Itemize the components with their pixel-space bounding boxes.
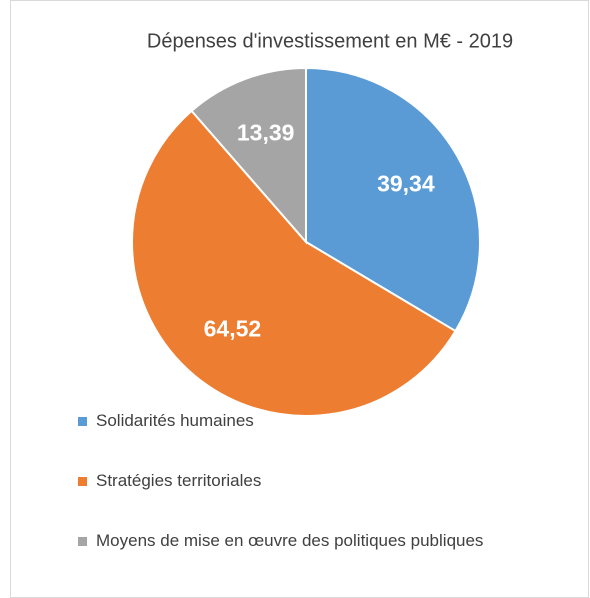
legend-label: Stratégies territoriales bbox=[96, 471, 262, 490]
data-label: 13,39 bbox=[237, 120, 295, 146]
legend-item: Stratégies territoriales bbox=[78, 468, 548, 528]
legend: Solidarités humaines Stratégies territori… bbox=[78, 408, 548, 588]
legend-swatch bbox=[78, 477, 87, 486]
legend-swatch bbox=[78, 417, 87, 426]
pie-slice bbox=[131, 109, 457, 417]
pie-slice bbox=[190, 66, 307, 245]
data-label: 64,52 bbox=[204, 315, 262, 341]
pie-slice bbox=[305, 66, 481, 333]
legend-item: Moyens de mise en œuvre des politiques p… bbox=[78, 528, 548, 588]
legend-swatch bbox=[78, 537, 87, 546]
legend-label: Moyens de mise en œuvre des politiques p… bbox=[96, 531, 484, 550]
chart-title: Dépenses d'investissement en M€ - 2019 bbox=[147, 30, 513, 52]
legend-label: Solidarités humaines bbox=[96, 411, 254, 430]
legend-item: Solidarités humaines bbox=[78, 408, 548, 468]
data-label: 39,34 bbox=[377, 170, 435, 196]
